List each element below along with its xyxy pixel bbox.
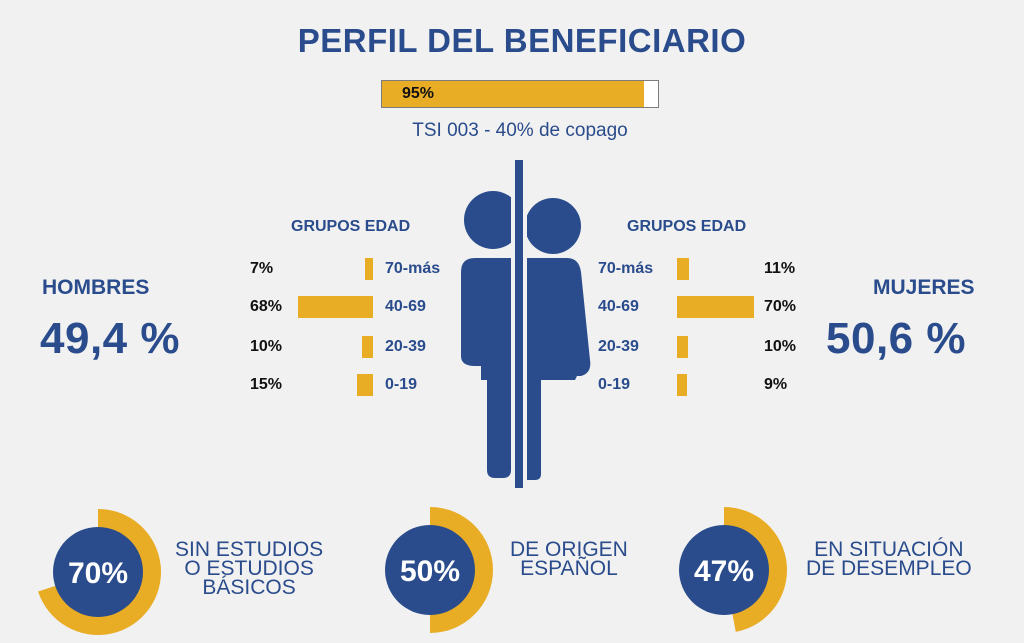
- subtitle: TSI 003 - 40% de copago: [412, 120, 628, 141]
- donut-chart: 70%: [38, 509, 162, 635]
- men-percent: 49,4 %: [40, 314, 180, 363]
- progress-label: 95%: [402, 85, 435, 102]
- donut-caption-line: DE ORIGEN: [510, 538, 628, 561]
- women-age-bar: [677, 258, 690, 280]
- donut-caption-line: O ESTUDIOS: [184, 557, 314, 580]
- page-title: PERFIL DEL BENEFICIARIO: [297, 22, 747, 59]
- women-age-value-label: 10%: [764, 338, 797, 355]
- donut-center: [53, 527, 143, 617]
- donut-caption-line: ESPAÑOL: [520, 557, 618, 580]
- donut-center: [385, 525, 475, 615]
- progress-fill: [382, 81, 645, 107]
- women-age-category-label: 20-39: [598, 338, 639, 355]
- men-age-value-label: 15%: [250, 376, 283, 393]
- women-age-category-label: 70-más: [598, 260, 654, 277]
- women-age-bar: [677, 374, 687, 396]
- men-age-groups-title: GRUPOS EDAD: [291, 218, 411, 235]
- donut-center: [679, 525, 769, 615]
- male-female-restroom-icon: [461, 160, 591, 488]
- women-age-bar: [677, 296, 754, 318]
- donut-caption: SIN ESTUDIOS O ESTUDIOS BÁSICOS: [175, 538, 324, 599]
- donut-caption-line: DE DESEMPLEO: [806, 557, 972, 580]
- donut-chart: 50%: [385, 507, 493, 633]
- donut-caption: DE ORIGEN ESPAÑOL: [510, 538, 628, 580]
- donut-caption: EN SITUACIÓN DE DESEMPLEO: [806, 538, 972, 580]
- men-label: HOMBRES: [42, 276, 150, 299]
- women-percent: 50,6 %: [826, 314, 966, 363]
- men-age-bar: [365, 258, 373, 280]
- men-age-category-label: 70-más: [385, 260, 441, 277]
- donut-caption-line: EN SITUACIÓN: [814, 538, 964, 561]
- donut-value-label: 47%: [694, 555, 754, 588]
- copay-progress-bar: 95%: [381, 80, 659, 108]
- men-age-category-label: 0-19: [385, 376, 418, 393]
- women-age-value-label: 11%: [764, 260, 796, 277]
- men-age-category-label: 40-69: [385, 298, 426, 315]
- women-age-groups-title: GRUPOS EDAD: [627, 218, 747, 235]
- donut-value-label: 50%: [400, 555, 460, 588]
- men-age-category-label: 20-39: [385, 338, 426, 355]
- women-label: MUJERES: [873, 276, 975, 299]
- men-age-value-label: 10%: [250, 338, 283, 355]
- men-age-bar: [356, 374, 373, 396]
- men-age-bar: [362, 336, 373, 358]
- women-age-bar: [677, 336, 688, 358]
- donut-caption-line: BÁSICOS: [202, 576, 296, 599]
- donut-chart: 47%: [679, 507, 787, 632]
- men-age-value-label: 68%: [250, 298, 283, 315]
- donut-value-label: 70%: [68, 557, 128, 590]
- women-age-value-label: 70%: [764, 298, 797, 315]
- men-age-value-label: 7%: [250, 260, 274, 277]
- donut-caption-line: SIN ESTUDIOS: [175, 538, 324, 561]
- men-age-bar: [298, 296, 373, 318]
- women-age-category-label: 0-19: [598, 376, 631, 393]
- women-age-category-label: 40-69: [598, 298, 639, 315]
- women-age-value-label: 9%: [764, 376, 788, 393]
